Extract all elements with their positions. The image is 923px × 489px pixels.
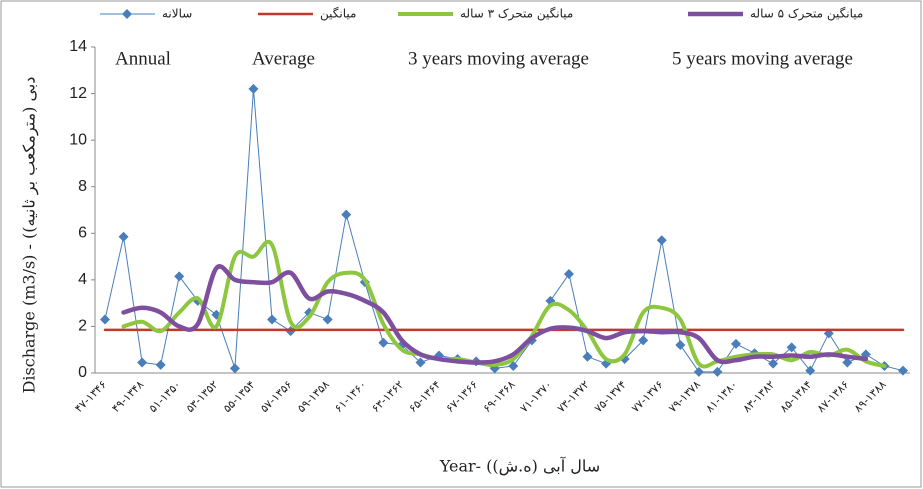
- y-tick-label: 6: [78, 225, 87, 242]
- data-point: [248, 83, 259, 94]
- data-point: [322, 314, 333, 325]
- data-point: [378, 337, 389, 348]
- data-point: [898, 365, 908, 376]
- data-point: [118, 231, 129, 242]
- annotation: Annual: [115, 48, 171, 69]
- series-line: [121, 264, 869, 365]
- data-point: [100, 314, 110, 325]
- annotation: 3 years moving average: [408, 48, 589, 69]
- y-axis-label: Discharge (m3/s) - (دبی (مترمکعب بر ثانی…: [20, 77, 39, 394]
- x-axis-label: Year- (سال آبی (ه.ش): [439, 456, 600, 476]
- data-point: [768, 358, 779, 369]
- data-point: [174, 271, 185, 282]
- data-point: [341, 209, 352, 220]
- y-tick-label: 4: [78, 271, 87, 288]
- data-point: [805, 365, 816, 376]
- data-point: [656, 235, 667, 246]
- legend-label: میانگین متحرک ۳ ساله: [460, 7, 573, 22]
- data-point: [730, 338, 741, 349]
- annotation: 5 years moving average: [672, 48, 853, 69]
- y-tick-label: 8: [78, 178, 87, 195]
- series-line: [121, 239, 887, 369]
- data-point: [786, 342, 797, 353]
- data-point: [582, 351, 593, 362]
- data-point: [415, 357, 426, 368]
- data-point: [638, 335, 649, 346]
- legend-label: میانگین: [320, 7, 356, 22]
- y-tick-label: 14: [69, 38, 87, 55]
- y-tick-label: 2: [78, 318, 87, 335]
- legend-marker: [122, 9, 132, 19]
- data-point: [137, 357, 148, 368]
- data-point: [693, 366, 704, 377]
- y-tick-label: 12: [69, 85, 87, 102]
- data-point: [842, 357, 853, 368]
- y-tick-label: 0: [78, 364, 87, 381]
- data-point: [675, 340, 686, 351]
- legend-label: سالانه: [162, 7, 192, 21]
- y-tick-label: 10: [69, 131, 87, 148]
- legend-label: میانگین متحرک ۵ ساله: [750, 7, 863, 22]
- data-point: [563, 269, 574, 280]
- data-point: [267, 314, 278, 325]
- data-point: [508, 361, 519, 372]
- data-point: [229, 363, 240, 374]
- data-point: [155, 359, 166, 370]
- data-point: [712, 366, 723, 377]
- annotation: Average: [252, 48, 315, 69]
